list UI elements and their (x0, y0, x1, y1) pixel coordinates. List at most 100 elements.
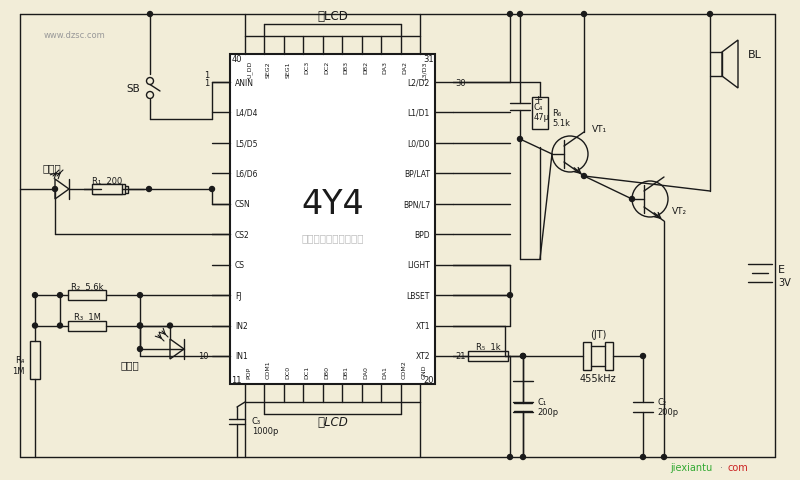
Circle shape (210, 187, 214, 192)
Circle shape (521, 455, 526, 459)
Text: BL: BL (748, 50, 762, 60)
Text: L6/D6: L6/D6 (235, 169, 258, 179)
Text: 47µ: 47µ (534, 113, 550, 122)
Text: E: E (778, 264, 785, 275)
Text: COM1: COM1 (266, 360, 271, 378)
Text: 1: 1 (204, 78, 209, 87)
Circle shape (521, 354, 526, 359)
Circle shape (58, 324, 62, 328)
Circle shape (507, 293, 513, 298)
Bar (468, 351, 508, 361)
Text: DC0: DC0 (286, 365, 290, 378)
Bar (605, 342, 613, 370)
Text: 11: 11 (231, 376, 242, 384)
Text: R₂  5.6k: R₂ 5.6k (70, 282, 103, 291)
Text: 10: 10 (198, 352, 209, 361)
Circle shape (518, 12, 522, 17)
Circle shape (507, 455, 513, 459)
Text: R₃  1M: R₃ 1M (74, 312, 101, 322)
Circle shape (33, 324, 38, 328)
Text: ANIN: ANIN (235, 78, 254, 87)
Text: CS2: CS2 (235, 230, 250, 239)
Text: 接收器: 接收器 (121, 359, 139, 369)
Circle shape (33, 293, 38, 298)
Text: DA3: DA3 (382, 61, 388, 74)
Circle shape (146, 187, 151, 192)
Text: 去LCD: 去LCD (317, 11, 348, 24)
Text: DC3: DC3 (305, 61, 310, 74)
Text: DA2: DA2 (402, 61, 407, 74)
Text: DA1: DA1 (382, 365, 388, 378)
Text: com: com (728, 462, 749, 472)
Text: 21: 21 (455, 352, 466, 361)
Text: L4/D4: L4/D4 (235, 108, 258, 118)
Bar (30, 341, 40, 379)
Text: www.dzsc.com: www.dzsc.com (44, 30, 106, 39)
Bar (93, 185, 125, 194)
Text: GND: GND (422, 364, 426, 378)
Text: 4Y4: 4Y4 (301, 188, 364, 221)
Text: 40: 40 (231, 54, 242, 63)
Bar (92, 185, 122, 194)
Circle shape (641, 455, 646, 459)
Text: BPN/L7: BPN/L7 (402, 200, 430, 209)
Text: BPD: BPD (414, 230, 430, 239)
Text: SB: SB (126, 84, 140, 94)
Circle shape (138, 347, 142, 352)
Text: IN1: IN1 (235, 352, 248, 361)
Text: 200p: 200p (537, 407, 558, 416)
Circle shape (138, 324, 142, 328)
Circle shape (147, 12, 153, 17)
Text: VT₂: VT₂ (672, 207, 687, 216)
Text: DA0: DA0 (363, 365, 368, 378)
Text: C₃: C₃ (252, 417, 261, 426)
Text: 3V: 3V (778, 277, 790, 288)
Text: BP/LAT: BP/LAT (404, 169, 430, 179)
Text: FJ: FJ (235, 291, 242, 300)
Circle shape (138, 324, 142, 328)
Text: +: + (534, 95, 543, 105)
Bar (710, 53, 722, 77)
Text: DC2: DC2 (324, 61, 330, 74)
Text: 1: 1 (204, 71, 209, 79)
Circle shape (641, 354, 646, 359)
Text: C₂: C₂ (657, 397, 666, 406)
Text: 发送器: 发送器 (42, 163, 62, 173)
Circle shape (662, 455, 666, 459)
Circle shape (518, 137, 522, 142)
Text: DB2: DB2 (363, 61, 368, 74)
Circle shape (630, 197, 634, 202)
Circle shape (167, 324, 173, 328)
Text: CSN: CSN (235, 200, 250, 209)
Text: 1M: 1M (13, 366, 25, 375)
Text: L2/D2: L2/D2 (408, 78, 430, 87)
Text: DC1: DC1 (305, 365, 310, 378)
Circle shape (521, 354, 526, 359)
Text: XT1: XT1 (415, 322, 430, 330)
Text: DB3: DB3 (344, 61, 349, 74)
Circle shape (707, 12, 713, 17)
Text: SEG1: SEG1 (286, 61, 290, 77)
Bar (101, 186, 127, 193)
Text: L0/D0: L0/D0 (407, 139, 430, 148)
Text: L5/D5: L5/D5 (235, 139, 258, 148)
Text: jiexiantu: jiexiantu (670, 462, 712, 472)
Text: SEG2: SEG2 (266, 61, 271, 77)
Text: R₅  1k: R₅ 1k (476, 343, 500, 352)
Text: 20: 20 (423, 376, 434, 384)
Text: L3/D3: L3/D3 (422, 61, 426, 79)
Text: R₁  200: R₁ 200 (92, 177, 122, 186)
Text: 30: 30 (455, 78, 466, 87)
Circle shape (582, 12, 586, 17)
Text: ·: · (720, 462, 723, 472)
Text: U_DD: U_DD (246, 61, 252, 78)
Text: R₄: R₄ (16, 355, 25, 364)
Text: C₁: C₁ (537, 397, 546, 406)
Text: R₆: R₆ (552, 109, 562, 118)
Text: 455kHz: 455kHz (580, 373, 616, 383)
Text: 1000p: 1000p (252, 427, 278, 435)
Circle shape (53, 187, 58, 192)
Text: LBSET: LBSET (406, 291, 430, 300)
Text: VT₁: VT₁ (592, 125, 607, 134)
Text: XT2: XT2 (415, 352, 430, 361)
